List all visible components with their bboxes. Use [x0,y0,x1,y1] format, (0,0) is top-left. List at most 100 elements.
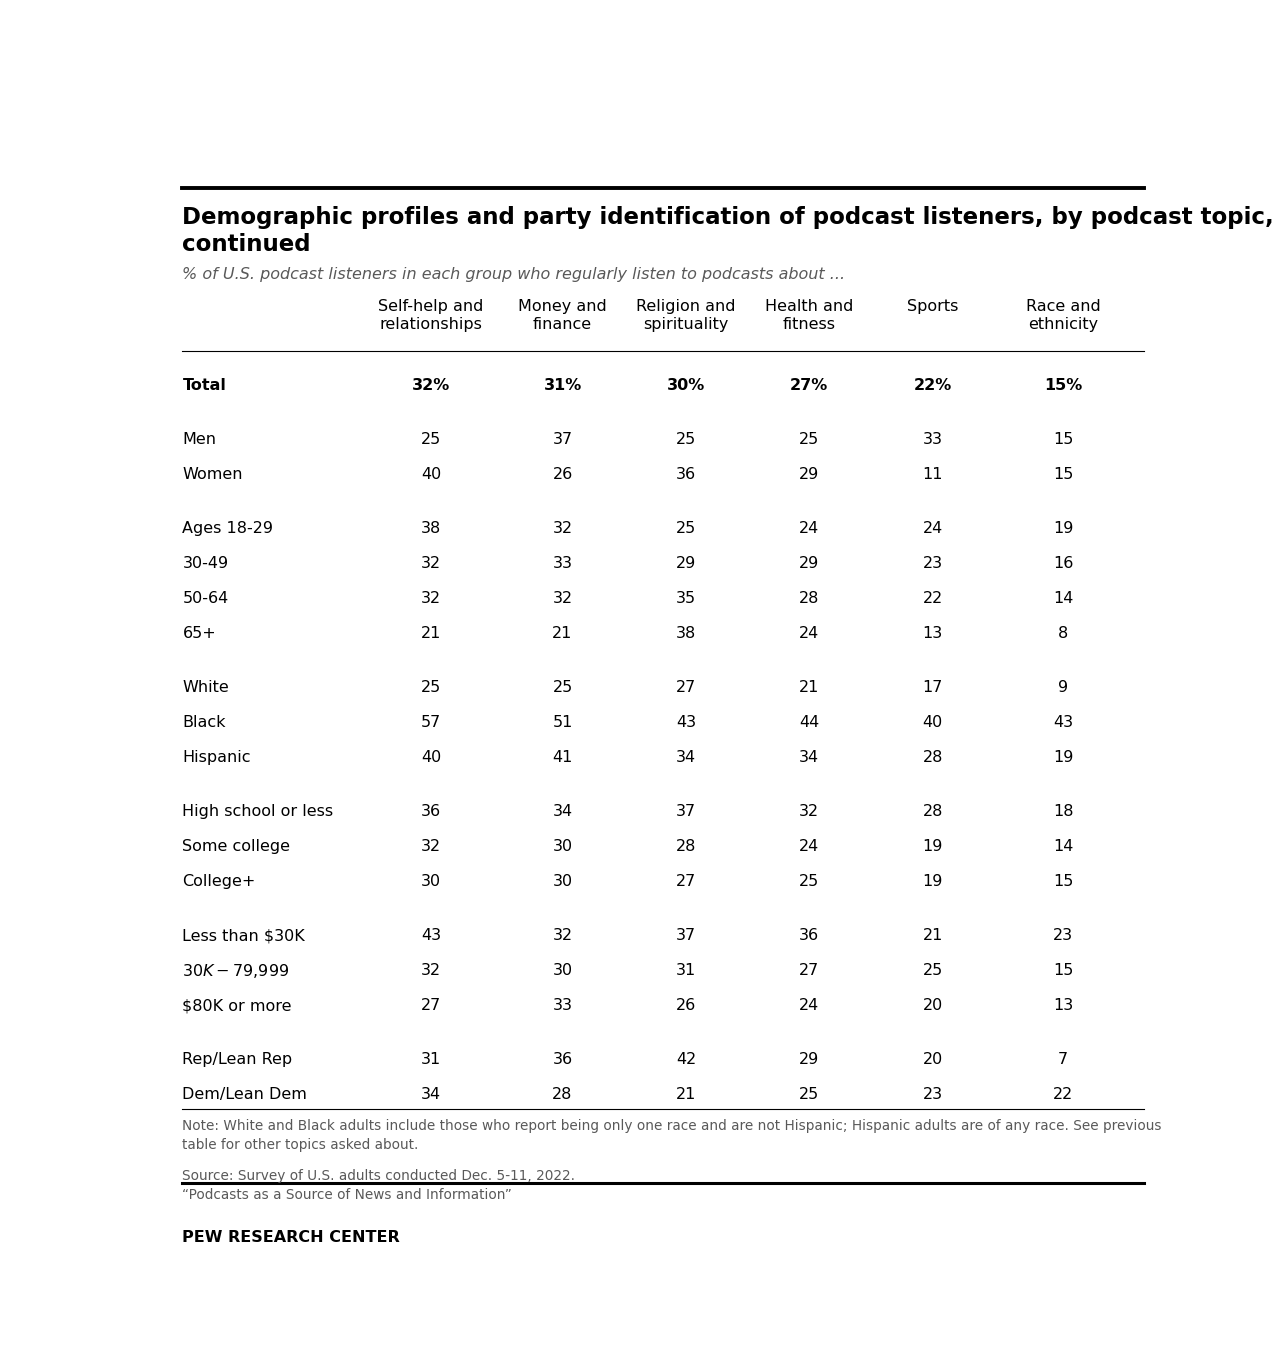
Text: 17: 17 [922,680,942,695]
Text: 41: 41 [552,751,573,765]
Text: 26: 26 [552,467,573,482]
Text: 19: 19 [922,840,942,855]
Text: 20: 20 [923,999,942,1014]
Text: Ages 18-29: Ages 18-29 [182,521,273,536]
Text: 22: 22 [1053,1088,1073,1103]
Text: 32%: 32% [412,378,451,393]
Text: $80K or more: $80K or more [182,999,291,1014]
Text: 27: 27 [799,964,819,979]
Text: 37: 37 [552,432,573,447]
Text: 27%: 27% [790,378,828,393]
Text: 30: 30 [552,964,573,979]
Text: 43: 43 [1053,716,1073,730]
Text: 24: 24 [799,521,819,536]
Text: 25: 25 [799,1088,819,1103]
Text: 23: 23 [1053,929,1073,944]
Text: 28: 28 [552,1088,573,1103]
Text: 15: 15 [1053,432,1073,447]
Text: 25: 25 [421,680,442,695]
Text: 29: 29 [675,556,696,571]
Text: College+: College+ [182,875,256,890]
Text: 15: 15 [1053,467,1073,482]
Text: 27: 27 [421,999,442,1014]
Text: 36: 36 [675,467,696,482]
Text: Hispanic: Hispanic [182,751,250,765]
Text: 21: 21 [552,626,573,641]
Text: Rep/Lean Rep: Rep/Lean Rep [182,1052,293,1068]
Text: 25: 25 [799,875,819,890]
Text: 43: 43 [675,716,696,730]
Text: 25: 25 [675,521,696,536]
Text: 30%: 30% [666,378,705,393]
Text: 29: 29 [799,467,819,482]
Text: 16: 16 [1053,556,1073,571]
Text: Black: Black [182,716,226,730]
Text: 19: 19 [922,875,942,890]
Text: 11: 11 [922,467,942,482]
Text: 19: 19 [1053,521,1073,536]
Text: 34: 34 [421,1088,442,1103]
Text: Religion and
spirituality: Religion and spirituality [636,300,736,332]
Text: 28: 28 [675,840,696,855]
Text: $30K-$79,999: $30K-$79,999 [182,961,290,980]
Text: 32: 32 [799,805,819,819]
Text: 57: 57 [421,716,442,730]
Text: 24: 24 [799,840,819,855]
Text: 42: 42 [675,1052,696,1068]
Text: 21: 21 [799,680,819,695]
Text: 21: 21 [922,929,942,944]
Text: 22: 22 [923,591,942,606]
Text: 25: 25 [923,964,942,979]
Text: 34: 34 [675,751,696,765]
Text: 25: 25 [552,680,573,695]
Text: 30: 30 [552,875,573,890]
Text: 40: 40 [421,751,442,765]
Text: 15%: 15% [1044,378,1082,393]
Text: PEW RESEARCH CENTER: PEW RESEARCH CENTER [182,1230,401,1245]
Text: 32: 32 [552,521,573,536]
Text: 35: 35 [675,591,696,606]
Text: 50-64: 50-64 [182,591,229,606]
Text: 15: 15 [1053,875,1073,890]
Text: High school or less: High school or less [182,805,334,819]
Text: Source: Survey of U.S. adults conducted Dec. 5-11, 2022.
“Podcasts as a Source o: Source: Survey of U.S. adults conducted … [182,1169,575,1203]
Text: % of U.S. podcast listeners in each group who regularly listen to podcasts about: % of U.S. podcast listeners in each grou… [182,267,846,282]
Text: 38: 38 [675,626,696,641]
Text: Dem/Lean Dem: Dem/Lean Dem [182,1088,307,1103]
Text: 23: 23 [923,1088,942,1103]
Text: 43: 43 [421,929,442,944]
Text: 29: 29 [799,1052,819,1068]
Text: 21: 21 [421,626,442,641]
Text: Women: Women [182,467,243,482]
Text: Total: Total [182,378,226,393]
Text: 36: 36 [552,1052,573,1068]
Text: 51: 51 [552,716,573,730]
Text: 33: 33 [923,432,942,447]
Text: 30-49: 30-49 [182,556,229,571]
Text: 13: 13 [1053,999,1073,1014]
Text: 44: 44 [799,716,819,730]
Text: 31: 31 [421,1052,442,1068]
Text: 19: 19 [1053,751,1073,765]
Text: 30: 30 [421,875,442,890]
Text: 29: 29 [799,556,819,571]
Text: 7: 7 [1058,1052,1068,1068]
Text: Men: Men [182,432,217,447]
Text: Some college: Some college [182,840,290,855]
Text: 32: 32 [421,556,442,571]
Text: 20: 20 [923,1052,942,1068]
Text: 9: 9 [1058,680,1068,695]
Text: 18: 18 [1053,805,1073,819]
Text: 21: 21 [675,1088,696,1103]
Text: 36: 36 [799,929,819,944]
Text: 28: 28 [922,805,942,819]
Text: Sports: Sports [907,300,958,315]
Text: 31%: 31% [543,378,582,393]
Text: Note: White and Black adults include those who report being only one race and ar: Note: White and Black adults include tho… [182,1119,1162,1153]
Text: 25: 25 [675,432,696,447]
Text: 27: 27 [675,875,696,890]
Text: 40: 40 [923,716,942,730]
Text: 32: 32 [552,929,573,944]
Text: 34: 34 [552,805,573,819]
Text: 24: 24 [799,999,819,1014]
